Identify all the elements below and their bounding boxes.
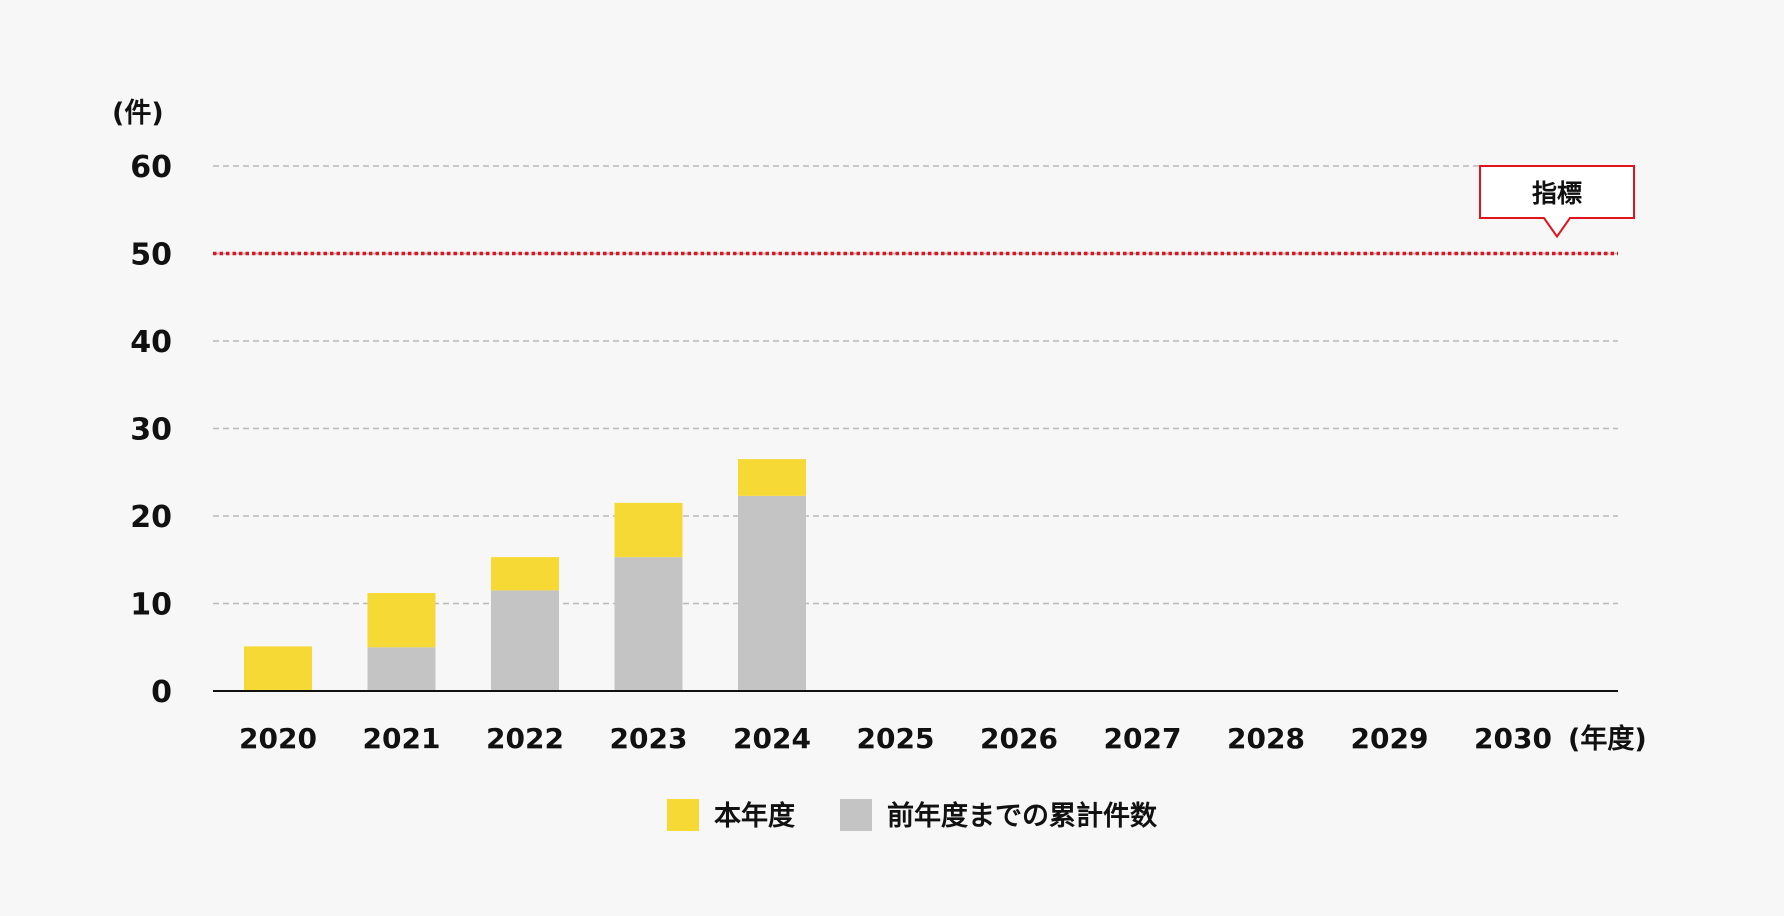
target-callout-box <box>1479 165 1635 239</box>
x-tick-label: 2027 <box>1104 722 1182 755</box>
legend-label-cumulative: 前年度までの累計件数 <box>887 800 1158 832</box>
bar-2021-cumulative <box>367 647 436 691</box>
x-tick-label: 2028 <box>1227 722 1305 755</box>
bar-2022-cumulative <box>491 590 559 691</box>
legend: 本年度 前年度までの累計件数 <box>667 799 1158 832</box>
x-tick-label: 2029 <box>1351 722 1429 755</box>
legend-label-current-year: 本年度 <box>714 800 795 832</box>
y-tick-label: 0 <box>151 675 172 710</box>
target-label: 指標 <box>1532 179 1582 208</box>
x-tick-label: 2022 <box>486 722 564 755</box>
bar-2020-current-year <box>244 646 312 691</box>
bar-2021-current-year <box>367 593 436 648</box>
y-tick-label: 40 <box>130 325 172 360</box>
bar-2024-current-year <box>738 459 806 496</box>
y-unit-label: (件) <box>112 98 164 129</box>
bar-2022-current-year <box>491 557 559 591</box>
x-tick-label: 2025 <box>857 722 935 755</box>
x-tick-label: 2026 <box>980 722 1058 755</box>
y-tick-label: 60 <box>130 150 172 185</box>
x-unit-label: (年度) <box>1568 723 1647 755</box>
y-tick-label: 10 <box>130 588 172 623</box>
bar-2023-cumulative <box>614 557 683 691</box>
y-tick-label: 50 <box>130 238 172 273</box>
x-tick-label: 2024 <box>733 722 811 755</box>
bar-2023-current-year <box>614 502 683 558</box>
y-tick-label: 30 <box>130 413 172 448</box>
target-callout: 指標 <box>1479 165 1635 239</box>
legend-swatch-current-year <box>667 799 699 831</box>
bars <box>244 459 806 691</box>
x-tick-labels: 2020 2021 2022 2023 2024 2025 2026 2027 2028 2029… <box>239 722 1552 755</box>
x-tick-label: 2030 <box>1474 722 1552 755</box>
bar-2024-cumulative <box>738 495 806 691</box>
y-tick-label: 20 <box>130 500 172 535</box>
legend-swatch-cumulative <box>840 799 872 831</box>
grid-lines <box>213 165 1618 605</box>
x-tick-label: 2021 <box>363 722 441 755</box>
x-tick-label: 2023 <box>610 722 688 755</box>
x-tick-label: 2020 <box>239 722 317 755</box>
y-tick-labels: 0 10 20 30 40 50 60 <box>130 150 172 710</box>
